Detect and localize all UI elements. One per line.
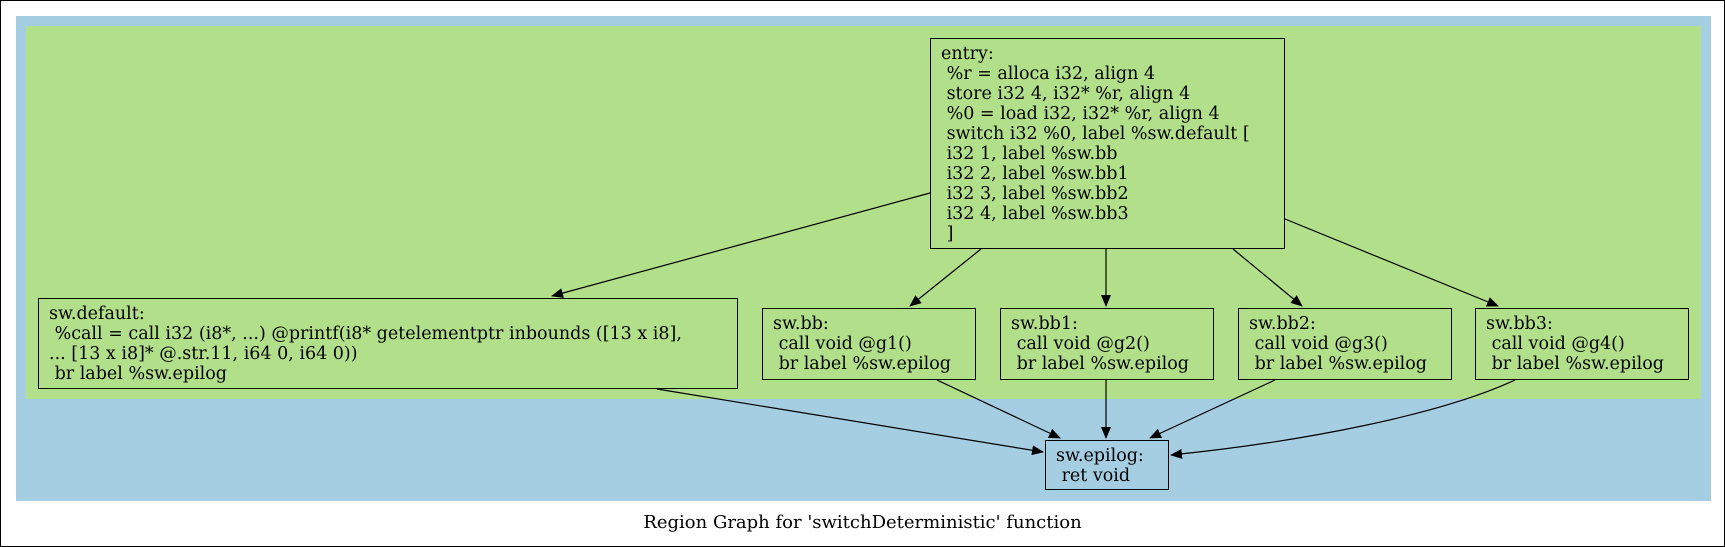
node-sw-bb3: sw.bb3: call void @g4() br label %sw.epi… [1475,308,1689,380]
node-sw-bb: sw.bb: call void @g1() br label %sw.epil… [762,308,976,380]
node-entry: entry: %r = alloca i32, align 4 store i3… [930,38,1285,249]
node-sw-default: sw.default: %call = call i32 (i8*, ...) … [38,298,738,389]
node-sw-bb2: sw.bb2: call void @g3() br label %sw.epi… [1238,308,1452,380]
node-sw-epilog: sw.epilog: ret void [1045,440,1169,490]
graph-caption: Region Graph for 'switchDeterministic' f… [643,512,1082,533]
node-sw-bb1: sw.bb1: call void @g2() br label %sw.epi… [1000,308,1214,380]
